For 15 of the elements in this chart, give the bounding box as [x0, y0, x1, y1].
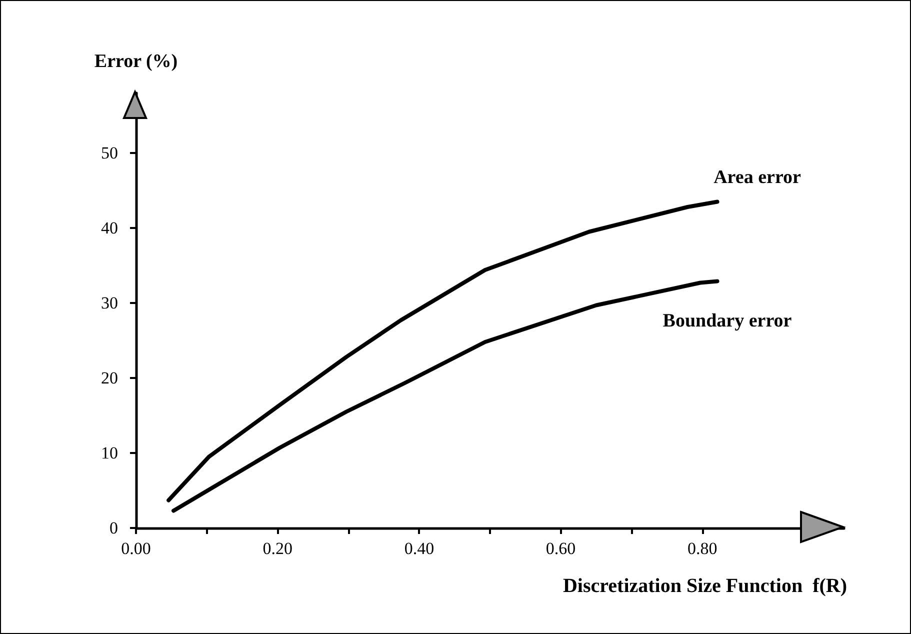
y-tick-label: 20 [101, 368, 118, 388]
x-tick-label: 0.60 [546, 539, 576, 558]
x-tick-label: 0.40 [404, 539, 434, 558]
series-label: Area error [714, 166, 802, 188]
y-tick-label: 10 [101, 444, 118, 462]
y-tick-label: 0 [110, 518, 118, 538]
y-tick-label: 40 [101, 218, 118, 238]
x-tick-label: 0.20 [262, 539, 292, 558]
x-tick-label: 0.00 [121, 539, 151, 558]
y-tick-label: 30 [101, 294, 118, 312]
x-axis-title: Discretization Size Function f(R) [562, 575, 848, 597]
series-label: Boundary error [662, 310, 792, 332]
y-axis-title: Error (%) [94, 51, 178, 72]
y-tick-label: 50 [101, 144, 118, 162]
x-tick-label: 0.80 [688, 539, 718, 558]
